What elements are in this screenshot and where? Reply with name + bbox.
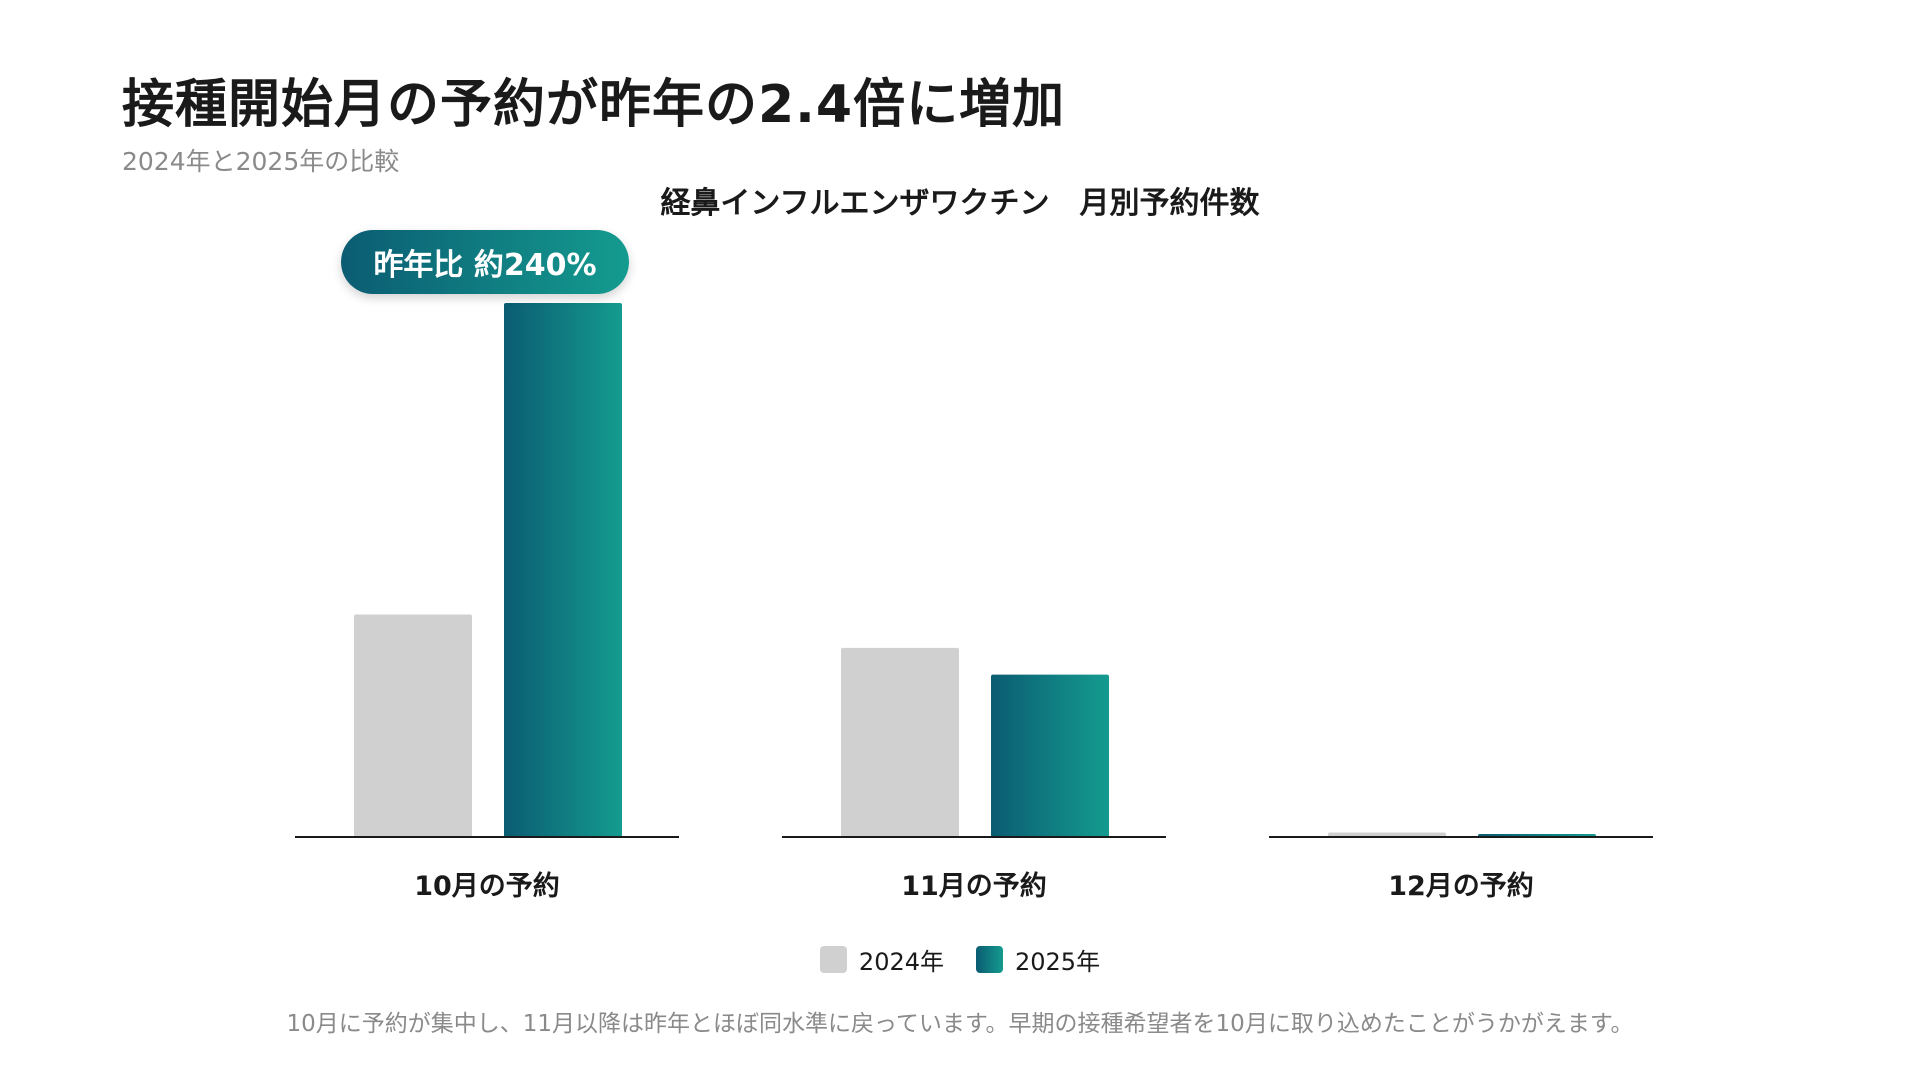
legend-swatch-2024 xyxy=(819,946,847,973)
legend-label-2024: 2024年 xyxy=(858,948,944,976)
legend-label-2025: 2025年 xyxy=(1015,948,1101,976)
page-title: 接種開始月の予約が昨年の2.4倍に増加 xyxy=(122,75,1066,135)
legend-swatch-2025 xyxy=(976,946,1003,973)
bar-2025-1 xyxy=(504,303,622,837)
category-label-3: 12月の予約 xyxy=(1388,870,1534,902)
legend-item-2025: 2025年 xyxy=(976,942,1100,977)
legend-item-2024: 2024年 xyxy=(819,942,944,977)
category-label-1: 10月の予約 xyxy=(414,870,560,902)
chart-title: 経鼻インフルエンザワクチン 月別予約件数 xyxy=(660,186,1260,221)
chart-footnote: 10月に予約が集中し、11月以降は昨年とほぼ同水準に戻っています。早期の接種希望… xyxy=(286,1011,1634,1037)
yoy-badge: 昨年比 約240% xyxy=(341,230,629,294)
bar-2025-2 xyxy=(991,674,1109,837)
chart-legend: 2024年 2025年 xyxy=(0,942,1920,977)
bar-2024-2 xyxy=(841,647,959,837)
page-subtitle: 2024年と2025年の比較 xyxy=(122,147,400,176)
bar-2024-3 xyxy=(1328,832,1446,837)
category-label-2: 11月の予約 xyxy=(901,870,1047,902)
bar-2024-1 xyxy=(354,614,472,837)
